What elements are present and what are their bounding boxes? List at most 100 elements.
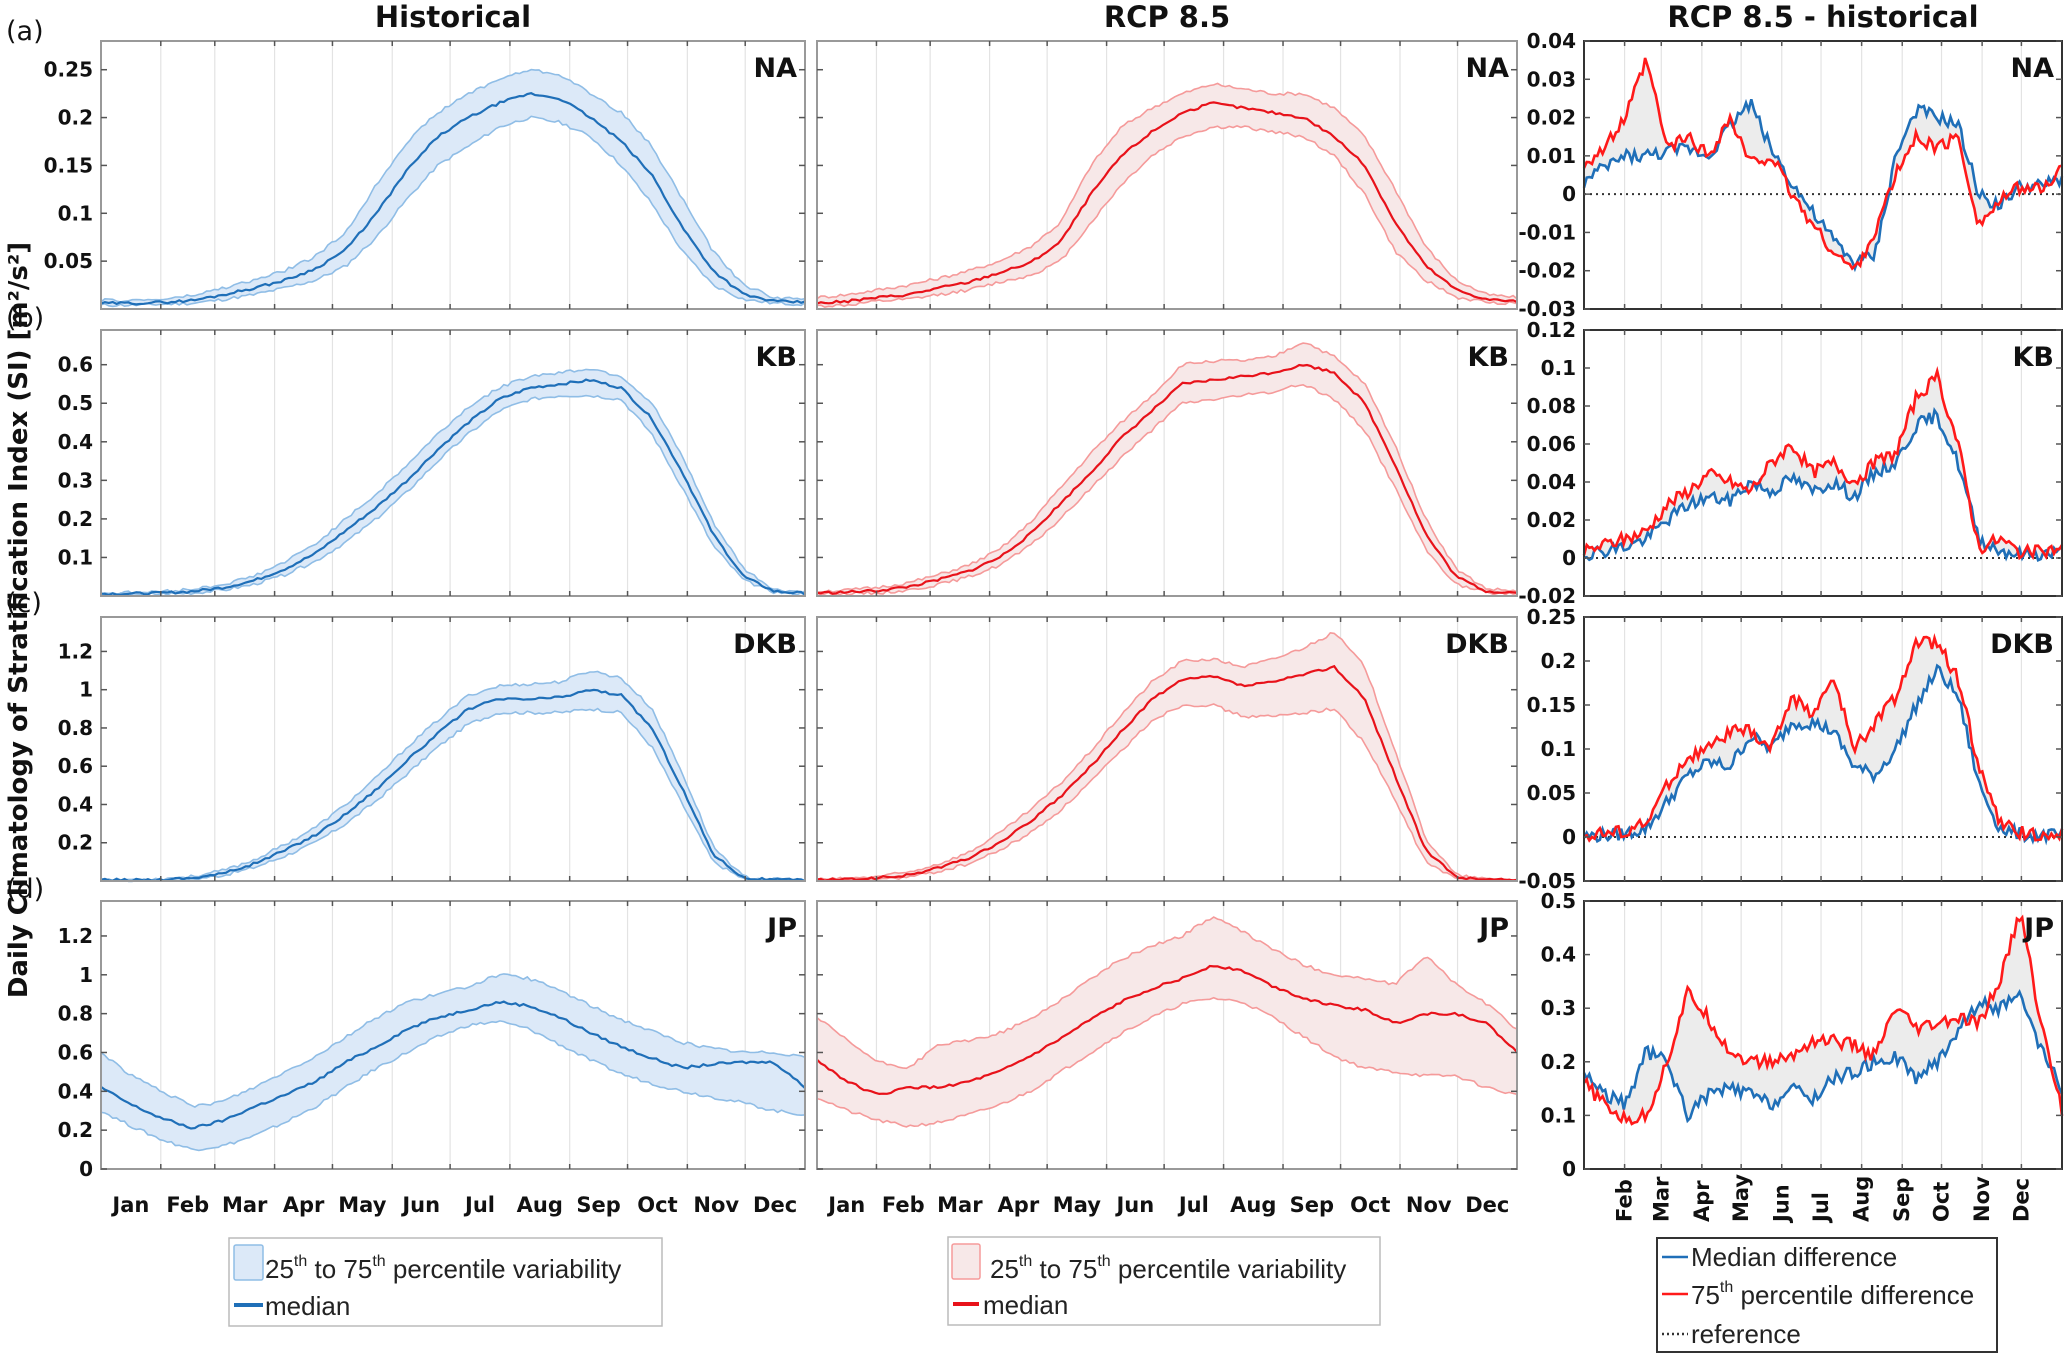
- panel-dkb-difference: -0.05 0 0.05 0.1 0.15 0.2 0.25 DKB: [1518, 605, 2064, 893]
- region-label: NA: [2011, 53, 2055, 84]
- month-label: Oct: [637, 1193, 677, 1217]
- month-label: Feb: [1613, 1179, 1637, 1222]
- axes-frame: [1583, 329, 2063, 597]
- month-label: Jun: [1114, 1193, 1154, 1217]
- axes-frame: [100, 40, 806, 310]
- month-label: Oct: [1930, 1182, 1954, 1222]
- y-tick-label: 1: [79, 963, 93, 987]
- p25-line: [100, 394, 806, 597]
- y-tick-label: 0.2: [58, 507, 93, 531]
- y-tick-label: 0: [1562, 546, 1576, 570]
- panel-letter-b: (b): [6, 303, 44, 334]
- region-label: JP: [1477, 913, 1509, 944]
- month-label: Aug: [1230, 1193, 1276, 1217]
- y-tick-label: 0.3: [58, 468, 93, 492]
- month-label: Feb: [882, 1193, 925, 1217]
- percentile-band: [101, 369, 805, 596]
- region-label: NA: [1466, 53, 1510, 84]
- y-tick-label: 0.12: [1527, 318, 1576, 342]
- percentile-band: [817, 632, 1517, 881]
- month-label: Jan: [110, 1193, 149, 1217]
- month-label: Jul: [463, 1193, 495, 1217]
- column-title-rcp85: RCP 8.5: [1104, 0, 1230, 34]
- p75-line: [100, 368, 806, 595]
- y-tick-label: 0.2: [1541, 1050, 1576, 1074]
- y-tick-label: -0.02: [1518, 584, 1576, 608]
- month-label: May: [1729, 1174, 1753, 1222]
- percentile-band: [101, 973, 805, 1151]
- y-tick-label: 0.04: [1527, 29, 1576, 53]
- y-tick-label: 0: [1562, 825, 1576, 849]
- y-tick-label: 0.8: [58, 1002, 93, 1026]
- panels: 0.05 0.1 0.15 0.2 0.25 NA NA -0.03 -0.02 -0.01 0 0.…: [44, 29, 2064, 1181]
- month-label: Jul: [1809, 1192, 1833, 1224]
- axes-frame: [1583, 40, 2063, 310]
- y-tick-label: 0.2: [58, 106, 93, 130]
- month-label: Aug: [517, 1193, 563, 1217]
- panel-letter-a: (a): [6, 16, 44, 47]
- region-label: JP: [2022, 913, 2054, 944]
- month-label: Nov: [1406, 1193, 1452, 1217]
- median-line: [816, 664, 1518, 882]
- region-label: JP: [765, 913, 797, 944]
- percentile-band: [817, 917, 1517, 1127]
- p25-line: [816, 125, 1518, 309]
- axes-frame: [1583, 900, 2063, 1170]
- y-tick-label: 1: [79, 678, 93, 702]
- month-label: Nov: [1970, 1176, 1994, 1222]
- p75-line: [100, 670, 806, 882]
- y-tick-label: 0.8: [58, 716, 93, 740]
- legend-median-label: median: [265, 1291, 350, 1321]
- y-tick-label: 0.05: [44, 249, 93, 273]
- y-tick-label: 1.2: [58, 639, 93, 663]
- legend-band-label: 25th to 75th percentile variability: [265, 1253, 621, 1284]
- p25-line: [816, 996, 1518, 1128]
- legend-median-label: median: [983, 1290, 1068, 1320]
- region-label: NA: [754, 53, 798, 84]
- panel-dkb-historical: 0.2 0.4 0.6 0.8 1 1.2 DKB: [58, 616, 806, 883]
- month-label: Sep: [1290, 1193, 1334, 1217]
- y-axis-title: Daily Climatology of Stratification Inde…: [4, 242, 34, 998]
- month-label: Jan: [826, 1193, 865, 1217]
- y-tick-label: 0.05: [1527, 781, 1576, 805]
- y-tick-label: 0.06: [1527, 432, 1576, 456]
- month-label: Jun: [400, 1193, 440, 1217]
- p25-line: [100, 1020, 806, 1152]
- y-tick-label: 0.4: [58, 1079, 93, 1103]
- y-tick-label: 0.2: [1541, 649, 1576, 673]
- panel-letter-d: (d): [6, 874, 44, 905]
- axes-frame: [100, 616, 806, 882]
- month-labels-difference: Feb Mar Apr May Jun Jul Aug Sep Oct Nov Dec: [1613, 1174, 2034, 1224]
- month-label: Apr: [1690, 1180, 1714, 1222]
- p75-difference-line: [1582, 57, 2063, 271]
- p75-line: [816, 82, 1518, 300]
- legend-rcp85: 25th to 75th percentile variability medi…: [947, 1236, 1381, 1326]
- median-line: [816, 363, 1518, 595]
- legend-swatch-band: [233, 1244, 264, 1281]
- y-tick-label: 0.6: [58, 353, 93, 377]
- month-labels-rcp85: Jan Feb Mar Apr May Jun Jul Aug Sep Oct Nov Dec: [826, 1193, 1509, 1217]
- panel-kb-difference: -0.02 0 0.02 0.04 0.06 0.08 0.1 0.12 KB: [1518, 318, 2064, 608]
- y-tick-label: 0.15: [1527, 693, 1576, 717]
- p75-line: [816, 342, 1518, 594]
- y-tick-label: 0.25: [1527, 605, 1576, 629]
- median-line: [100, 1000, 806, 1130]
- y-tick-label: 0.01: [1527, 144, 1576, 168]
- median-line: [100, 688, 806, 883]
- y-tick-label: 0.3: [1541, 996, 1576, 1020]
- month-label: Aug: [1850, 1176, 1874, 1222]
- y-tick-label: 0: [79, 1157, 93, 1181]
- panel-dkb-rcp85: DKB: [816, 616, 1518, 882]
- p75-difference-line: [1583, 633, 2064, 843]
- difference-fill: [1584, 371, 2062, 561]
- region-label: KB: [1467, 342, 1509, 373]
- legend-historical: 25th to 75th percentile variability medi…: [228, 1237, 663, 1327]
- legend-band-label: 25th to 75th percentile variability: [990, 1253, 1346, 1284]
- percentile-band: [817, 83, 1517, 308]
- panel-kb-rcp85: KB: [816, 329, 1518, 597]
- y-tick-label: 0.1: [58, 545, 93, 569]
- p25-line: [816, 703, 1518, 882]
- y-tick-label: 0.1: [58, 201, 93, 225]
- y-tick-label: 0.25: [44, 58, 93, 82]
- axes-frame: [816, 40, 1518, 310]
